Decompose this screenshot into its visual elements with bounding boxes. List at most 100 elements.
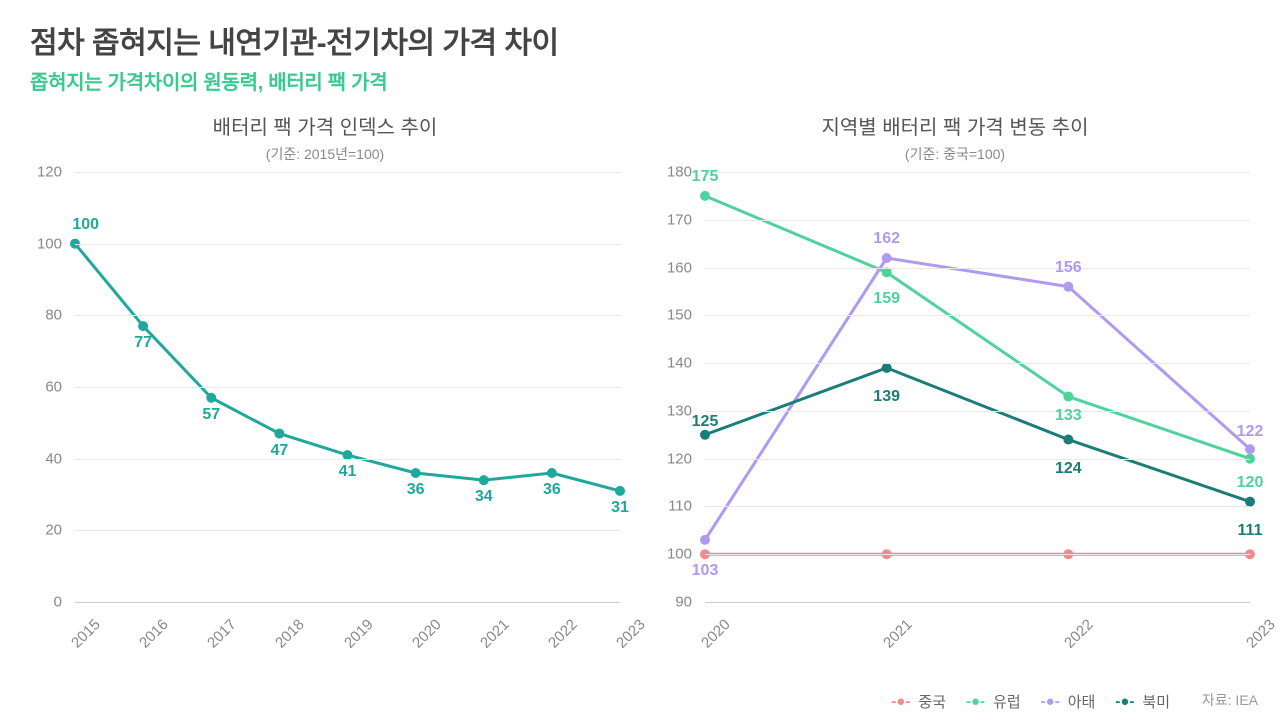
chart-right-xaxis: 2020202120222023 — [705, 604, 1250, 652]
y-tick-label: 100 — [37, 235, 62, 252]
gridline — [75, 315, 620, 316]
legend-label: 중국 — [918, 691, 946, 712]
y-tick-label: 110 — [668, 498, 692, 515]
page-title: 점차 좁혀지는 내연기관-전기차의 가격 차이 — [30, 18, 1250, 62]
series-marker — [138, 321, 148, 331]
chart-left-note: (기준: 2015년=100) — [20, 144, 630, 164]
data-label: 41 — [339, 463, 357, 481]
data-label: 57 — [202, 406, 220, 424]
legend-item: -●- 유럽 — [966, 691, 1021, 712]
series-marker — [479, 475, 489, 485]
y-tick-label: 20 — [45, 522, 62, 539]
x-tick-label: 2022 — [545, 616, 581, 652]
gridline — [705, 602, 1250, 603]
data-label: 103 — [692, 562, 719, 580]
chart-right-title: 지역별 배터리 팩 가격 변동 추이 — [650, 111, 1260, 140]
chart-right: 지역별 배터리 팩 가격 변동 추이 (기준: 중국=100) 90 100 110… — [650, 103, 1260, 652]
chart-right-note: (기준: 중국=100) — [650, 144, 1260, 164]
data-label: 111 — [1238, 522, 1263, 540]
series-marker — [547, 468, 557, 478]
data-label: 100 — [72, 216, 99, 234]
chart-left-yaxis: 020406080100120 — [20, 172, 70, 602]
series-marker — [206, 393, 216, 403]
chart-left-plot: 020406080100120 1007757474136343631 2015… — [20, 172, 630, 652]
gridline — [75, 602, 620, 603]
y-tick-label: 0 — [54, 594, 62, 611]
series-marker — [700, 430, 710, 440]
data-label: 162 — [873, 230, 900, 248]
gridline — [705, 220, 1250, 221]
x-tick-label: 2020 — [409, 616, 445, 652]
data-label: 31 — [611, 499, 629, 517]
gridline — [705, 459, 1250, 460]
y-tick-label: 180 — [667, 164, 692, 181]
gridline — [705, 363, 1250, 364]
chart-left-title: 배터리 팩 가격 인덱스 추이 — [20, 111, 630, 140]
data-label: 47 — [270, 442, 288, 460]
chart-right-svg — [705, 172, 1250, 602]
series-marker — [1063, 392, 1073, 402]
data-label: 139 — [873, 388, 900, 406]
series-line — [705, 196, 1250, 459]
series-marker — [700, 535, 710, 545]
data-label: 125 — [692, 413, 719, 431]
gridline — [75, 459, 620, 460]
gridline — [75, 530, 620, 531]
page-subtitle: 좁혀지는 가격차이의 원동력, 배터리 팩 가격 — [30, 66, 1250, 95]
x-tick-label: 2016 — [136, 616, 172, 652]
series-marker — [411, 468, 421, 478]
y-tick-label: 160 — [667, 259, 692, 276]
y-tick-label: 120 — [37, 164, 62, 181]
gridline — [705, 315, 1250, 316]
legend-label: 유럽 — [993, 691, 1021, 712]
chart-left-area: 1007757474136343631 — [75, 172, 620, 602]
series-marker — [700, 191, 710, 201]
legend-item: -●-아태 — [1041, 691, 1096, 712]
y-tick-label: 90 — [675, 594, 692, 611]
x-tick-label: 2021 — [477, 616, 513, 652]
gridline — [75, 172, 620, 173]
charts-row: 배터리 팩 가격 인덱스 추이 (기준: 2015년=100) 02040608… — [0, 103, 1280, 652]
gridline — [705, 411, 1250, 412]
header: 점차 좁혀지는 내연기관-전기차의 가격 차이 좁혀지는 가격차이의 원동력, … — [0, 0, 1280, 103]
legend-marker-icon: -●- — [891, 693, 910, 710]
legend-marker-icon: -●- — [966, 693, 985, 710]
series-marker — [882, 267, 892, 277]
legend-item: -●- 중국 — [891, 691, 946, 712]
series-marker — [882, 253, 892, 263]
x-tick-label: 2018 — [272, 616, 308, 652]
legend-item: -●-북미 — [1115, 691, 1170, 712]
legend-label: 북미 — [1142, 691, 1170, 712]
y-tick-label: 170 — [667, 211, 692, 228]
y-tick-label: 150 — [667, 307, 692, 324]
data-label: 156 — [1055, 259, 1082, 277]
data-label: 120 — [1237, 474, 1264, 492]
series-marker — [882, 363, 892, 373]
data-label: 36 — [543, 481, 561, 499]
series-marker — [1063, 282, 1073, 292]
chart-left-xaxis: 201520162017201820192020202120222023 — [75, 604, 620, 652]
series-marker — [1245, 497, 1255, 507]
y-tick-label: 100 — [667, 546, 692, 563]
data-label: 159 — [873, 290, 900, 308]
chart-right-plot: 90100110120130140150160170180 1751591331… — [650, 172, 1260, 652]
x-tick-label: 2020 — [698, 616, 734, 652]
chart-right-area: 175159133120103162156122125139124111 — [705, 172, 1250, 602]
y-tick-label: 120 — [667, 450, 692, 467]
chart-left: 배터리 팩 가격 인덱스 추이 (기준: 2015년=100) 02040608… — [20, 103, 630, 652]
x-tick-label: 2022 — [1061, 616, 1097, 652]
data-label: 34 — [475, 488, 493, 506]
gridline — [705, 554, 1250, 555]
series-marker — [1245, 444, 1255, 454]
x-tick-label: 2017 — [204, 616, 240, 652]
series-marker — [1063, 435, 1073, 445]
x-tick-label: 2023 — [613, 616, 649, 652]
data-label: 36 — [407, 481, 425, 499]
x-tick-label: 2023 — [1243, 616, 1279, 652]
y-tick-label: 130 — [667, 402, 692, 419]
y-tick-label: 40 — [45, 450, 62, 467]
legend-label: 아태 — [1068, 691, 1096, 712]
x-tick-label: 2021 — [880, 616, 916, 652]
series-marker — [274, 429, 284, 439]
gridline — [75, 387, 620, 388]
